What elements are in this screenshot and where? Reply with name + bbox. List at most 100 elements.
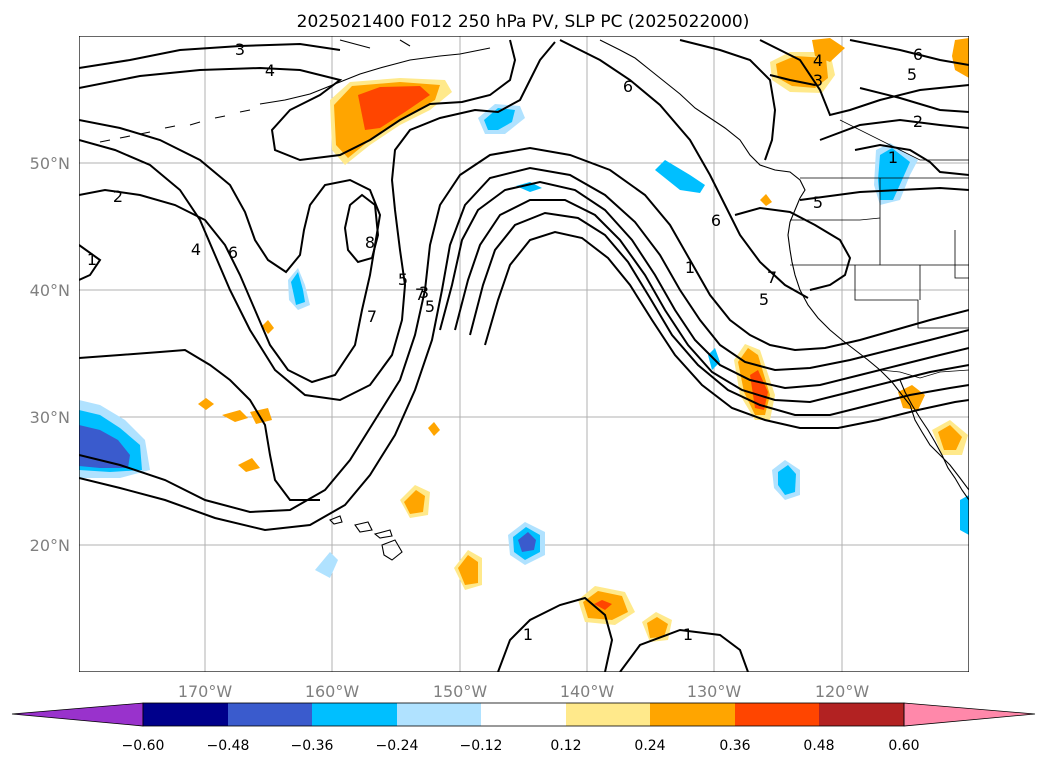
contour-line-13 [559, 39, 809, 299]
colorbar-tick-label: 0.60 [888, 738, 919, 754]
border-us-mexico [879, 369, 969, 379]
contour-line-21 [799, 186, 969, 201]
contour-line-16 [759, 39, 969, 117]
contour-label: 1 [683, 625, 693, 644]
colorbar-tick-label: −0.24 [376, 738, 419, 754]
coastline-hawaii-4 [381, 539, 403, 561]
coastlines [99, 39, 969, 561]
contour-label: 1 [888, 148, 898, 167]
pv-positive-small-6 [428, 422, 440, 436]
pv-positive-ne-top [812, 38, 845, 62]
contour-label: 1 [87, 250, 97, 269]
contour-label: 5 [907, 65, 917, 84]
contour-line-9 [439, 180, 969, 390]
contour-line-19 [819, 118, 969, 141]
contour-labels: 3 4 6 2 1 7 5 8 4 6 7 5 3 2 6 1 7 5 6 5 … [87, 40, 923, 644]
lon-label-130w: 130°W [687, 682, 742, 701]
contour-line-8 [79, 166, 969, 532]
contour-label: 3 [419, 283, 429, 302]
pv-negative-east-2 [960, 495, 969, 535]
contour-line-17 [849, 39, 969, 66]
lat-labels: 50°N 40°N 30°N 20°N [30, 154, 70, 555]
pv-positive-small-2 [222, 410, 248, 422]
contour-line-24 [497, 596, 614, 672]
colorbar-ticks: −0.60 −0.48 −0.36 −0.24 −0.12 0.12 0.24 … [122, 738, 920, 754]
pv-positive-baja-2-core [938, 425, 962, 450]
contour-label: 4 [191, 240, 201, 259]
contour-label: 1 [685, 258, 695, 277]
contour-line-6 [79, 348, 320, 501]
colorbar-tick-label: 0.36 [719, 738, 750, 754]
contour-label: 6 [228, 243, 238, 262]
contour-label: 3 [235, 40, 245, 59]
colorbar-tick-label: 0.48 [803, 738, 834, 754]
contour-label: 3 [813, 71, 823, 90]
colorbar-bin [735, 703, 819, 726]
contour-label: 7 [415, 285, 425, 304]
contour-line-4 [79, 41, 556, 402]
pv-positive-central-1-core [404, 490, 425, 514]
lat-label-40n: 40°N [30, 281, 70, 300]
border-states-2 [790, 178, 969, 266]
contour-line-7 [79, 146, 969, 514]
colorbar-bin [819, 703, 904, 726]
colorbar-tick-label: −0.48 [207, 738, 250, 754]
colorbar-bin [481, 703, 566, 726]
lat-label-50n: 50°N [30, 154, 70, 173]
colorbar-frame [142, 702, 905, 727]
colorbar-bin [143, 703, 228, 726]
pv-positive-small-3 [250, 408, 272, 424]
lon-label-160w: 160°W [305, 682, 360, 701]
coastline-baja [899, 379, 969, 501]
pv-positive-central-2-core [458, 555, 478, 585]
pv-negative-mid-1 [516, 182, 542, 192]
pv-negative-south-1-peak [518, 532, 536, 552]
contour-label: 2 [113, 187, 123, 206]
colorbar-bin [228, 703, 312, 726]
coastline-aleutians [99, 109, 251, 143]
colorbar-tick-label: 0.24 [634, 738, 665, 754]
contour-label: 6 [913, 45, 923, 64]
coastline-hawaii-2 [354, 521, 373, 533]
contour-label: 5 [398, 270, 408, 289]
colorbar-tick-label: −0.12 [460, 738, 503, 754]
contour-label: 7 [367, 307, 377, 326]
contour-label: 8 [365, 233, 375, 252]
pv-negative-north-1-core [484, 108, 515, 130]
pv-negative-bc-core [878, 148, 910, 200]
colorbar-bin [650, 703, 735, 726]
contour-line-10 [454, 199, 969, 404]
coastline-hawaii-1 [329, 515, 343, 525]
slp-contours [79, 39, 969, 672]
pv-positive-south-2-peak [594, 600, 612, 610]
coastline-hawaii-3 [373, 529, 393, 539]
pv-positive-small-1 [198, 398, 214, 410]
contour-line-11 [469, 211, 969, 416]
lon-label-170w: 170°W [178, 682, 233, 701]
contour-line-14 [679, 39, 777, 161]
colorbar-under-arrow [11, 702, 144, 727]
contour-line-1 [79, 42, 341, 69]
contour-label: 1 [523, 625, 533, 644]
pv-positive-small-5 [262, 320, 274, 334]
contour-line-12 [484, 230, 969, 429]
contour-label: 5 [813, 193, 823, 212]
figure-title: 2025021400 F012 250 hPa PV, SLP PC (2025… [297, 12, 750, 32]
colorbar-bin [397, 703, 481, 726]
contour-label: 4 [265, 61, 275, 80]
lon-label-120w: 120°W [815, 682, 870, 701]
pv-negative-ore [655, 160, 705, 193]
pv-positive-small-4 [238, 458, 260, 472]
contour-label: 5 [425, 297, 435, 316]
colorbar-tick-label: −0.60 [122, 738, 165, 754]
contour-line-2 [79, 39, 517, 162]
colorbar-over-arrow [903, 702, 1036, 727]
colorbar-bin [566, 703, 650, 726]
border-states-3 [854, 265, 969, 329]
pv-positive-gulf-alaska-peak [358, 86, 430, 130]
contour-label: 7 [767, 268, 777, 287]
contour-line-5 [79, 244, 102, 281]
colorbar-bin [312, 703, 397, 726]
pv-positive-ne-edge [952, 38, 969, 78]
contour-line-25 [619, 628, 749, 672]
